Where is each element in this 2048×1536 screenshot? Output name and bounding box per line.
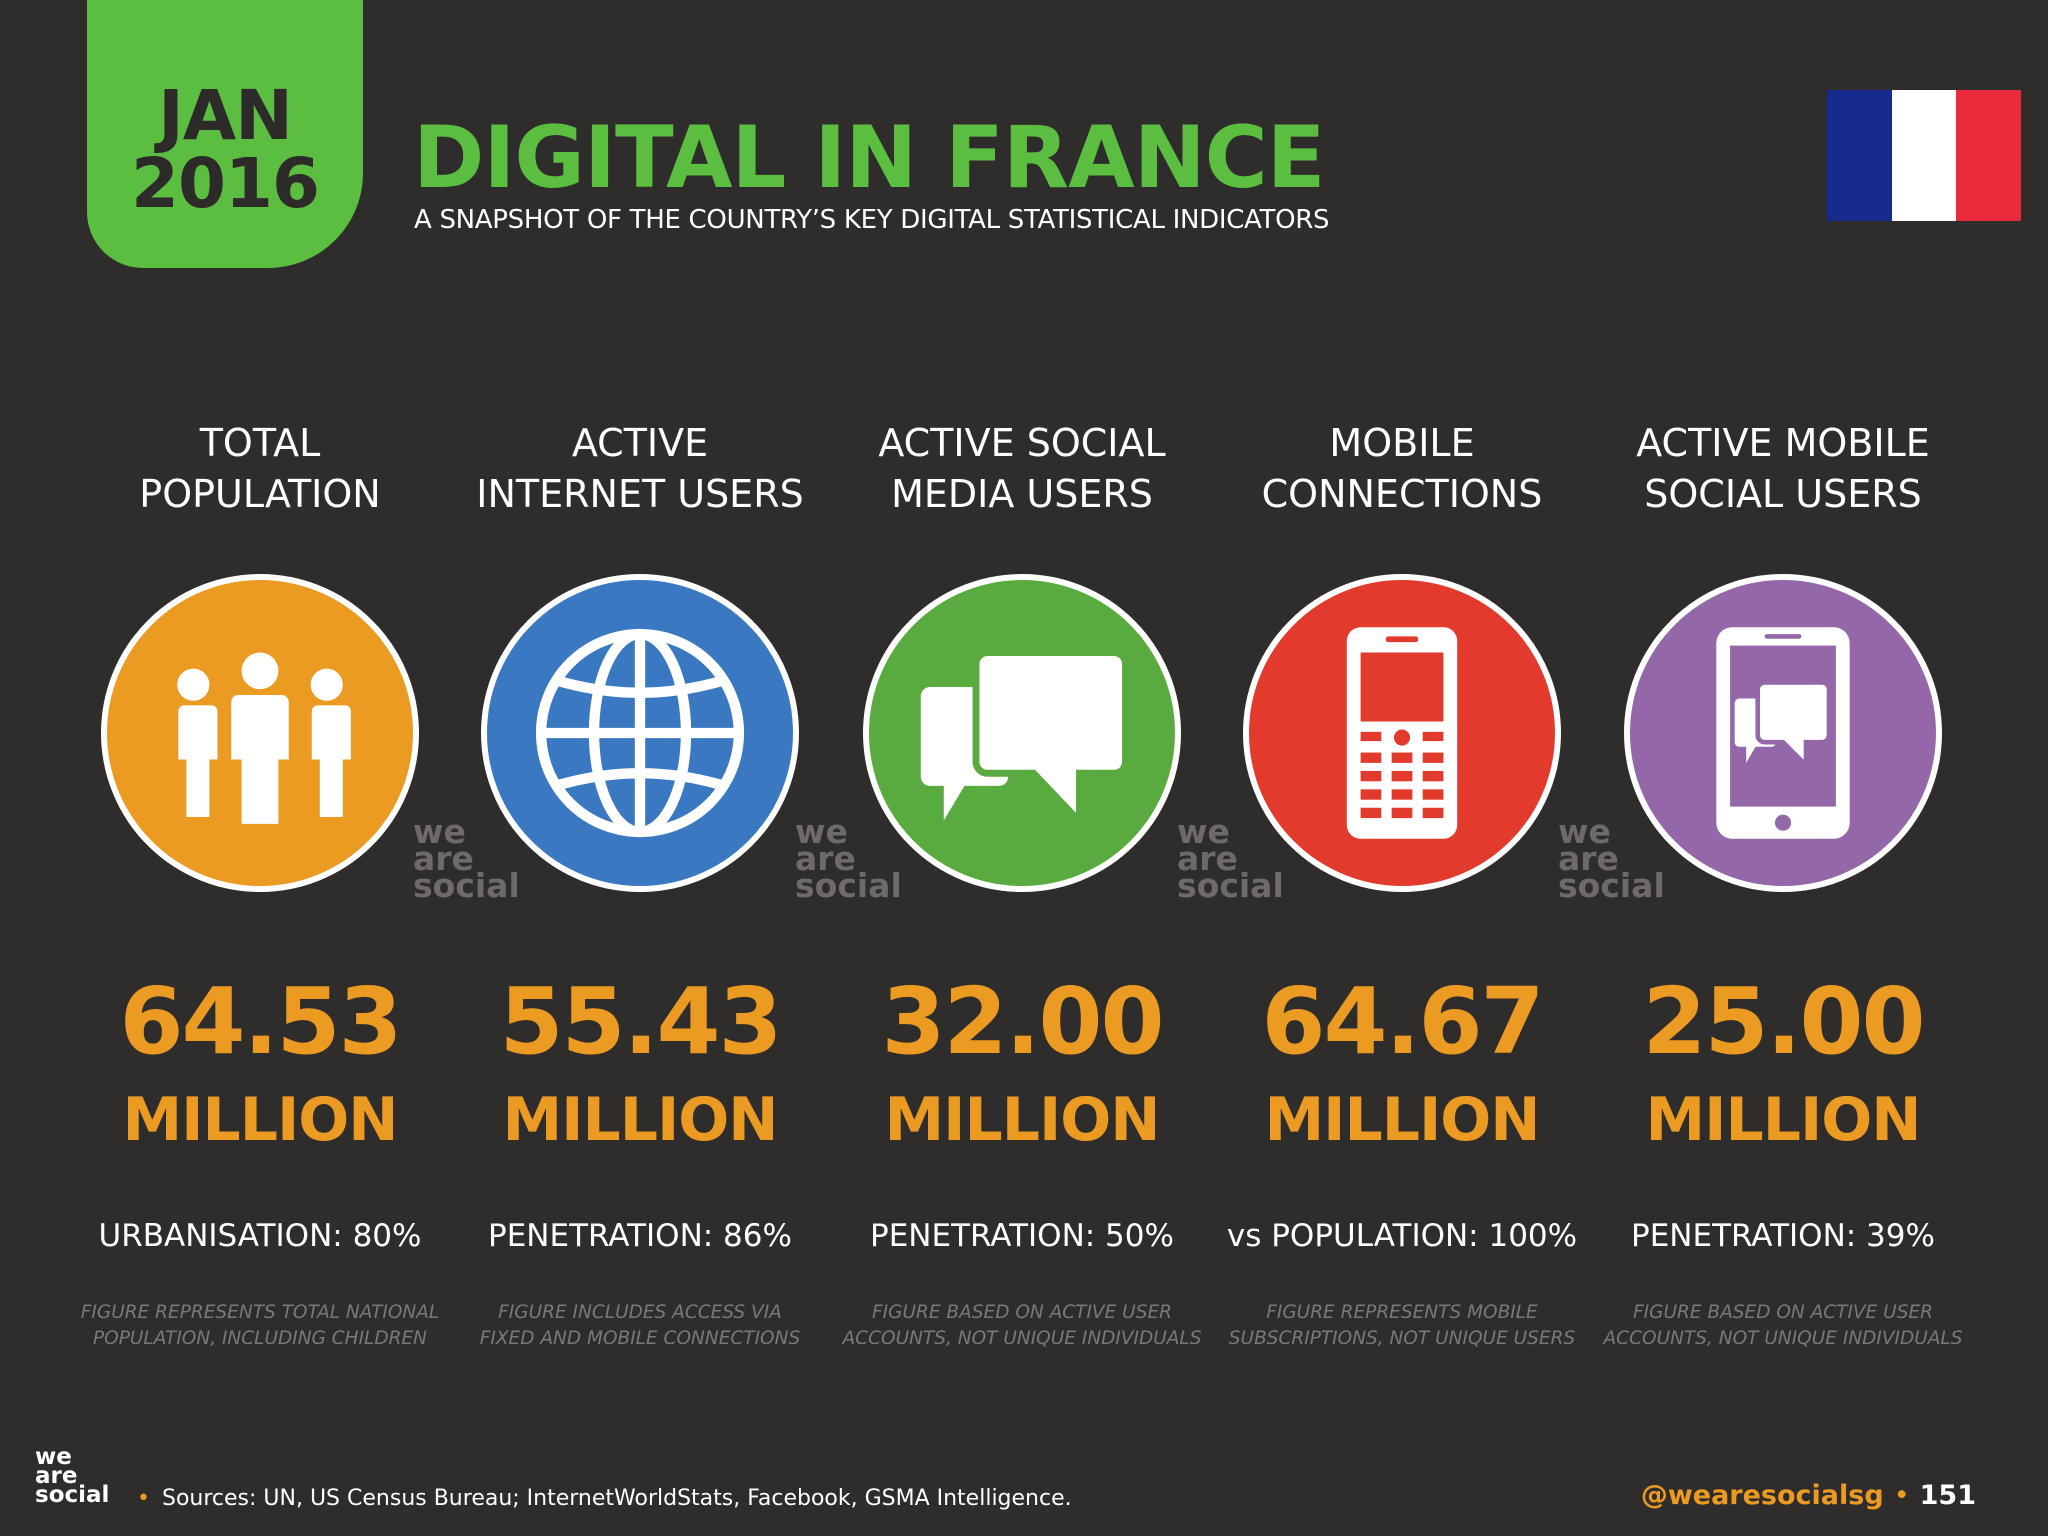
stat-circle <box>1624 574 1942 892</box>
flag-red-stripe <box>1956 90 2022 221</box>
date-month: JAN <box>158 76 293 156</box>
chat-bubbles-icon <box>920 649 1129 831</box>
stat-note: FIGURE REPRESENTS MOBILE SUBSCRIPTIONS, … <box>1228 1302 1576 1349</box>
page-subtitle: A SNAPSHOT OF THE COUNTRY’S KEY DIGITAL … <box>414 205 1330 235</box>
date-year: 2016 <box>130 144 320 224</box>
logo-line: we <box>35 1444 72 1470</box>
flag-white-stripe <box>1891 90 1957 221</box>
watermark-line: we <box>1558 812 1611 851</box>
stat-value: 25.00 <box>1642 968 1925 1075</box>
stat-circle <box>863 574 1181 892</box>
flag-blue-stripe <box>1827 90 1892 221</box>
stat-note: FIGURE INCLUDES ACCESS VIA FIXED AND MOB… <box>479 1302 801 1349</box>
stat-title: MOBILE CONNECTIONS <box>1261 421 1543 516</box>
watermark-line: are <box>1558 839 1619 878</box>
people-icon <box>174 652 351 824</box>
stat-title: ACTIVE INTERNET USERS <box>476 421 804 516</box>
page-title: DIGITAL IN FRANCE <box>413 108 1326 208</box>
sources-text: Sources: UN, US Census Bureau; InternetW… <box>161 1486 1072 1511</box>
watermark-line: social <box>413 866 520 905</box>
logo-line: social <box>35 1482 110 1508</box>
stat-value: 55.43 <box>499 968 782 1075</box>
stat-note: FIGURE BASED ON ACTIVE USER ACCOUNTS, NO… <box>842 1302 1202 1349</box>
mobile-phone-icon <box>1346 627 1458 839</box>
watermark-line: social <box>795 866 902 905</box>
logo-line: are <box>35 1463 78 1489</box>
watermark-line: are <box>413 839 474 878</box>
stat-metric: PENETRATION: 39% <box>1631 1218 1935 1254</box>
stat-note: FIGURE BASED ON ACTIVE USER ACCOUNTS, NO… <box>1603 1302 1963 1349</box>
separator-dot-icon: • <box>1893 1480 1910 1511</box>
stat-metric: PENETRATION: 50% <box>870 1218 1174 1254</box>
stat-value: 64.53 <box>119 968 402 1075</box>
we-are-social-logo: we are social <box>35 1444 110 1508</box>
watermark-logo: we are social <box>795 812 935 905</box>
stat-title: ACTIVE SOCIAL MEDIA USERS <box>878 421 1166 516</box>
watermark-line: are <box>795 839 856 878</box>
stat-value: 32.00 <box>881 968 1164 1075</box>
watermark-logo: we are social <box>1558 812 1698 905</box>
stat-internet-users: ACTIVE INTERNET USERS 55.43 MILLION PENE… <box>460 418 820 1358</box>
stat-unit: MILLION <box>1645 1085 1921 1155</box>
france-flag <box>1827 90 2022 221</box>
watermark-line: we <box>413 812 466 851</box>
stat-circle <box>1243 574 1561 892</box>
social-handle: @wearesocialsg <box>1640 1480 1884 1511</box>
stat-title: ACTIVE MOBILE SOCIAL USERS <box>1636 421 1930 516</box>
stat-mobile-social-users: ACTIVE MOBILE SOCIAL USERS 25.00 MILLION… <box>1603 418 1963 1358</box>
stat-total-population: TOTAL POPULATION 64.53 MILLION URBANISAT… <box>80 418 440 1358</box>
stat-social-media-users: ACTIVE SOCIAL MEDIA USERS 32.00 MILLION … <box>842 418 1202 1358</box>
watermark-line: social <box>1558 866 1665 905</box>
globe-icon <box>535 628 745 838</box>
stat-circle <box>101 574 419 892</box>
stat-metric: PENETRATION: 86% <box>488 1218 792 1254</box>
footer-handle: @wearesocialsg • 151 <box>1641 1480 1976 1511</box>
stat-unit: MILLION <box>502 1085 778 1155</box>
watermark-line: are <box>1177 839 1238 878</box>
stat-title: TOTAL POPULATION <box>139 421 381 516</box>
watermark-line: we <box>1177 812 1230 851</box>
watermark-logo: we are social <box>1177 812 1317 905</box>
date-badge: JAN 2016 <box>87 0 363 268</box>
smartphone-chat-icon <box>1716 627 1850 839</box>
stat-metric: vs POPULATION: 100% <box>1226 1218 1578 1254</box>
stat-unit: MILLION <box>1264 1085 1540 1155</box>
bullet-dot-icon: • <box>137 1486 150 1511</box>
stat-unit: MILLION <box>884 1085 1160 1155</box>
stat-circle <box>481 574 799 892</box>
stat-unit: MILLION <box>122 1085 398 1155</box>
sources-footnote: • Sources: UN, US Census Bureau; Internet… <box>137 1486 1072 1511</box>
watermark-line: social <box>1177 866 1284 905</box>
stat-mobile-connections: MOBILE CONNECTIONS 64.67 MILLION vs POPU… <box>1222 418 1582 1358</box>
watermark-logo: we are social <box>413 812 553 905</box>
stat-metric: URBANISATION: 80% <box>98 1218 422 1254</box>
page-number: 151 <box>1919 1480 1976 1511</box>
watermark-line: we <box>795 812 848 851</box>
stat-note: FIGURE REPRESENTS TOTAL NATIONAL POPULAT… <box>80 1302 440 1349</box>
stat-value: 64.67 <box>1261 968 1544 1075</box>
